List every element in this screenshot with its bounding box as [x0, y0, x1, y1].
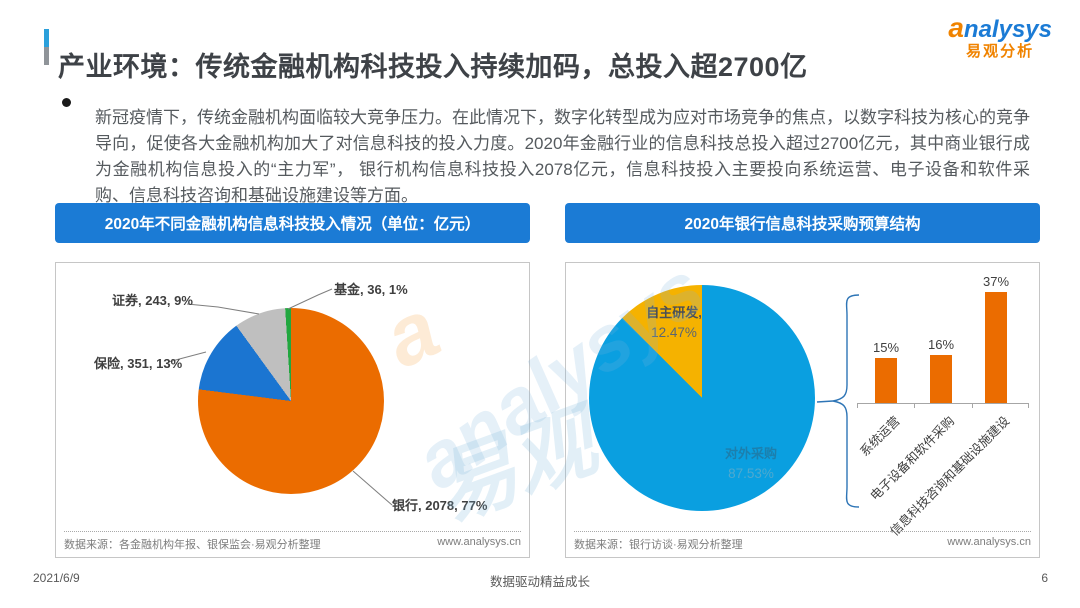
axis-tick [1028, 404, 1029, 408]
summary-paragraph: 新冠疫情下，传统金融机构面临较大竞争压力。在此情况下，数字化转型成为应对市场竞争… [95, 108, 1030, 205]
footer-date: 2021/6/9 [33, 571, 80, 585]
budget-bar [985, 292, 1007, 403]
self-developed-name: 自主研发, [646, 305, 702, 320]
bar-group-system-ops: 15% [858, 263, 914, 403]
bar-group-consulting-infrastructure: 37% [968, 263, 1024, 403]
analysys-wordmark-rest: nalysys [963, 16, 1052, 43]
bullet-icon [62, 98, 71, 107]
external-procurement-pct: 87.53% [728, 466, 774, 481]
bar-x-axis [857, 403, 1029, 408]
axis-tick [972, 404, 973, 408]
pie-label-external-procurement: 对外采购 87.53% [708, 444, 794, 484]
source-divider [64, 531, 521, 532]
right-chart-title: 2020年银行信息科技采购预算结构 [565, 203, 1040, 243]
bar-group-equipment-software: 16% [913, 263, 969, 403]
analysys-logo: analysys 易观分析 [948, 12, 1052, 60]
analysys-a-swirl-icon: a [948, 12, 964, 43]
right-source-site: www.analysys.cn [947, 536, 1031, 548]
left-source-site: www.analysys.cn [437, 536, 521, 548]
footer-page-number: 6 [1041, 571, 1048, 585]
institution-pie [198, 308, 384, 494]
pie-label-fund: 基金, 36, 1% [334, 282, 408, 297]
footer-slogan: 数据驱动精益成长 [489, 575, 590, 589]
analysys-logo-cn: 易观分析 [966, 42, 1035, 60]
left-chart-panel: 基金, 36, 1% 证券, 243, 9% 保险, 351, 13% 银行, … [55, 262, 530, 558]
procurement-pie [589, 285, 815, 511]
pie-label-bank: 银行, 2078, 77% [392, 498, 488, 513]
bar-value-label: 37% [982, 274, 1010, 289]
bar-value-label: 16% [927, 337, 955, 352]
analysys-logo-wordmark: analysys [948, 12, 1052, 44]
budget-bar [930, 355, 952, 403]
pie-label-insurance: 保险, 351, 13% [94, 356, 183, 371]
left-chart-title: 2020年不同金融机构信息科技投入情况（单位：亿元） [55, 203, 530, 243]
axis-tick [914, 404, 915, 408]
budget-bar [875, 358, 897, 403]
right-chart-panel: 自主研发, 12.47% 对外采购 87.53% 15% 16% 37% [565, 262, 1040, 558]
pie-label-securities: 证券, 243, 9% [112, 293, 193, 308]
self-developed-pct: 12.47% [651, 325, 697, 340]
external-procurement-name: 对外采购 [724, 446, 777, 461]
bar-value-label: 15% [872, 340, 900, 355]
pie-label-self-developed: 自主研发, 12.47% [626, 303, 722, 343]
left-source-text: 数据来源：各金融机构年报、银保监会·易观分析整理 [64, 539, 321, 551]
right-source-text: 数据来源：银行访谈·易观分析整理 [574, 539, 743, 551]
bar-category-system-ops: 系统运营 [857, 413, 903, 460]
title-accent-bar [44, 29, 49, 65]
page-title: 产业环境：传统金融机构科技投入持续加码，总投入超2700亿 [58, 52, 808, 83]
source-divider [574, 531, 1031, 532]
axis-tick [857, 404, 858, 408]
